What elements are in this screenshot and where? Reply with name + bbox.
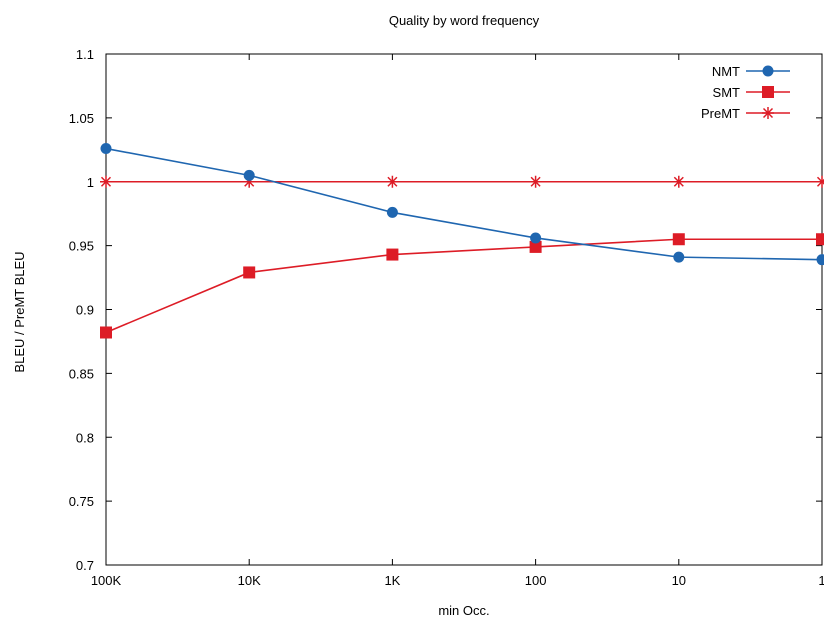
x-tick-label: 100	[525, 573, 547, 588]
legend-label-premt: PreMT	[701, 106, 740, 121]
data-point-nmt	[530, 232, 542, 244]
y-tick-label: 0.75	[69, 494, 94, 509]
y-tick-label: 1	[87, 175, 94, 190]
star-stroke	[762, 107, 774, 119]
data-point-nmt	[243, 169, 255, 181]
legend-marker-nmt	[762, 65, 774, 77]
y-tick-label: 1.1	[76, 47, 94, 62]
x-tick-label: 10K	[238, 573, 261, 588]
data-point-premt	[816, 175, 824, 188]
y-tick-label: 1.05	[69, 111, 94, 126]
data-point-smt	[672, 233, 685, 246]
plot-border	[105, 53, 823, 566]
data-point-smt	[386, 248, 399, 261]
data-point-nmt	[816, 254, 824, 266]
x-tick-label: 1K	[384, 573, 400, 588]
data-point-nmt	[100, 143, 112, 155]
series-line-smt	[105, 238, 822, 334]
chart-title: Quality by word frequency	[389, 13, 540, 28]
data-point-premt	[672, 175, 685, 188]
x-axis-ticks: 100K 10K 1K 100 10 1	[91, 54, 824, 588]
data-point-smt	[529, 240, 542, 253]
star-stroke	[387, 176, 398, 187]
star-stroke	[816, 178, 824, 187]
y-tick-label: 0.85	[69, 366, 94, 381]
series-layer	[100, 143, 824, 339]
legend-marker-smt	[762, 86, 774, 98]
data-point-premt	[529, 175, 542, 188]
data-point-premt	[100, 175, 112, 188]
data-point-nmt	[386, 206, 398, 218]
legend-label-smt: SMT	[713, 85, 741, 100]
x-axis-label: min Occ.	[438, 603, 489, 618]
x-tick-label: 100K	[91, 573, 122, 588]
legend: NMT SMT PreMT	[701, 64, 790, 121]
series-smt	[100, 233, 824, 339]
star-stroke	[673, 176, 684, 187]
y-axis-ticks: 0.7 0.75 0.8 0.85 0.9 0.95 1 1.05 1.1	[69, 47, 822, 573]
x-tick-label: 10	[672, 573, 686, 588]
y-tick-label: 0.8	[76, 430, 94, 445]
data-point-nmt	[673, 251, 685, 263]
data-point-smt	[243, 266, 256, 279]
star-stroke	[530, 176, 541, 187]
series-line-nmt	[105, 147, 823, 261]
y-tick-label: 0.9	[76, 303, 94, 318]
x-tick-label: 1	[818, 573, 824, 588]
star-stroke	[100, 176, 112, 187]
y-axis-label: BLEU / PreMT BLEU	[12, 251, 27, 372]
series-premt	[100, 175, 824, 188]
plot-frame	[105, 53, 823, 566]
data-point-premt	[386, 175, 399, 188]
legend-marker-premt	[762, 107, 774, 119]
legend-label-nmt: NMT	[712, 64, 740, 79]
data-point-smt	[100, 326, 112, 339]
series-nmt	[100, 143, 824, 266]
y-tick-label: 0.95	[69, 239, 94, 254]
y-tick-label: 0.7	[76, 558, 94, 573]
data-point-smt	[816, 233, 824, 246]
